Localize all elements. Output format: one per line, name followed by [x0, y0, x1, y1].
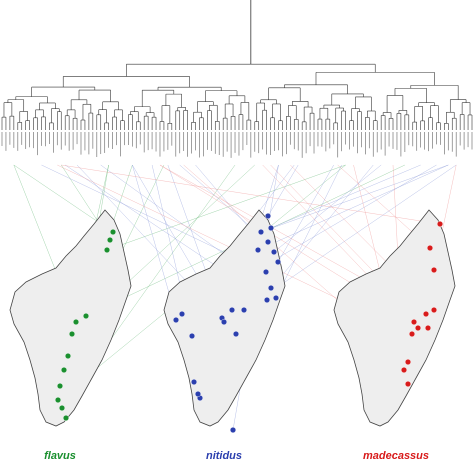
locality-point-nitidus [254, 246, 261, 253]
locality-point-nitidus [190, 379, 197, 386]
locality-point-flavus [59, 405, 66, 412]
locality-point-nitidus [271, 248, 278, 255]
madagascar-maps [9, 209, 456, 427]
locality-point-madecassus [411, 319, 418, 326]
locality-point-nitidus [263, 269, 270, 276]
species-label-flavus: flavus [44, 450, 76, 462]
locality-point-nitidus [188, 333, 195, 340]
link-madecassus [61, 164, 441, 225]
locality-point-madecassus [415, 325, 422, 332]
locality-point-flavus [82, 313, 89, 320]
locality-point-nitidus [275, 259, 282, 266]
locality-point-madecassus [431, 267, 438, 274]
locality-point-madecassus [405, 359, 412, 366]
locality-point-madecassus [431, 307, 438, 314]
locality-point-nitidus [232, 331, 239, 338]
locality-point-madecassus [425, 325, 432, 332]
locality-point-flavus [106, 236, 113, 243]
locality-point-flavus [103, 246, 110, 253]
link-nitidus [270, 164, 421, 229]
locality-point-flavus [68, 331, 75, 338]
madagascar-map-madecassus [333, 209, 456, 427]
locality-point-nitidus [220, 319, 227, 326]
link-flavus [106, 164, 346, 251]
locality-point-nitidus [194, 391, 201, 398]
locality-point-madecassus [405, 381, 412, 388]
locality-point-nitidus [273, 295, 280, 302]
link-nitidus [257, 164, 449, 251]
locality-point-nitidus [268, 285, 275, 292]
locality-point-nitidus [240, 307, 247, 314]
locality-point-flavus [61, 367, 68, 374]
locality-point-madecassus [401, 367, 408, 374]
locality-point-flavus [55, 397, 62, 404]
locality-point-nitidus [178, 311, 185, 318]
locality-point-nitidus [228, 307, 235, 314]
locality-point-nitidus [265, 212, 272, 219]
locality-point-madecassus [409, 331, 416, 338]
locality-point-nitidus [264, 297, 271, 304]
locality-point-nitidus [258, 228, 265, 235]
locality-point-madecassus [423, 311, 430, 318]
locality-point-nitidus [265, 238, 272, 245]
species-label-nitidus: nitidus [205, 450, 243, 462]
species-label-madecassus: madecassus [362, 450, 430, 462]
link-nitidus [275, 164, 342, 299]
locality-point-nitidus [172, 317, 179, 324]
locality-point-madecassus [427, 244, 434, 251]
tree-tip-labels [1, 132, 473, 158]
locality-point-flavus [57, 383, 64, 390]
locality-point-flavus [64, 353, 71, 360]
madagascar-map-flavus [9, 209, 132, 427]
locality-point-madecassus [437, 220, 444, 227]
phylogenetic-tree [1, 0, 473, 130]
locality-points [55, 212, 444, 434]
locality-point-flavus [72, 319, 79, 326]
locality-point-nitidus [229, 427, 236, 434]
locality-point-nitidus [268, 224, 275, 231]
link-nitidus [273, 164, 382, 253]
locality-point-flavus [109, 228, 116, 235]
link-nitidus [267, 164, 299, 217]
locality-point-flavus [63, 415, 70, 422]
